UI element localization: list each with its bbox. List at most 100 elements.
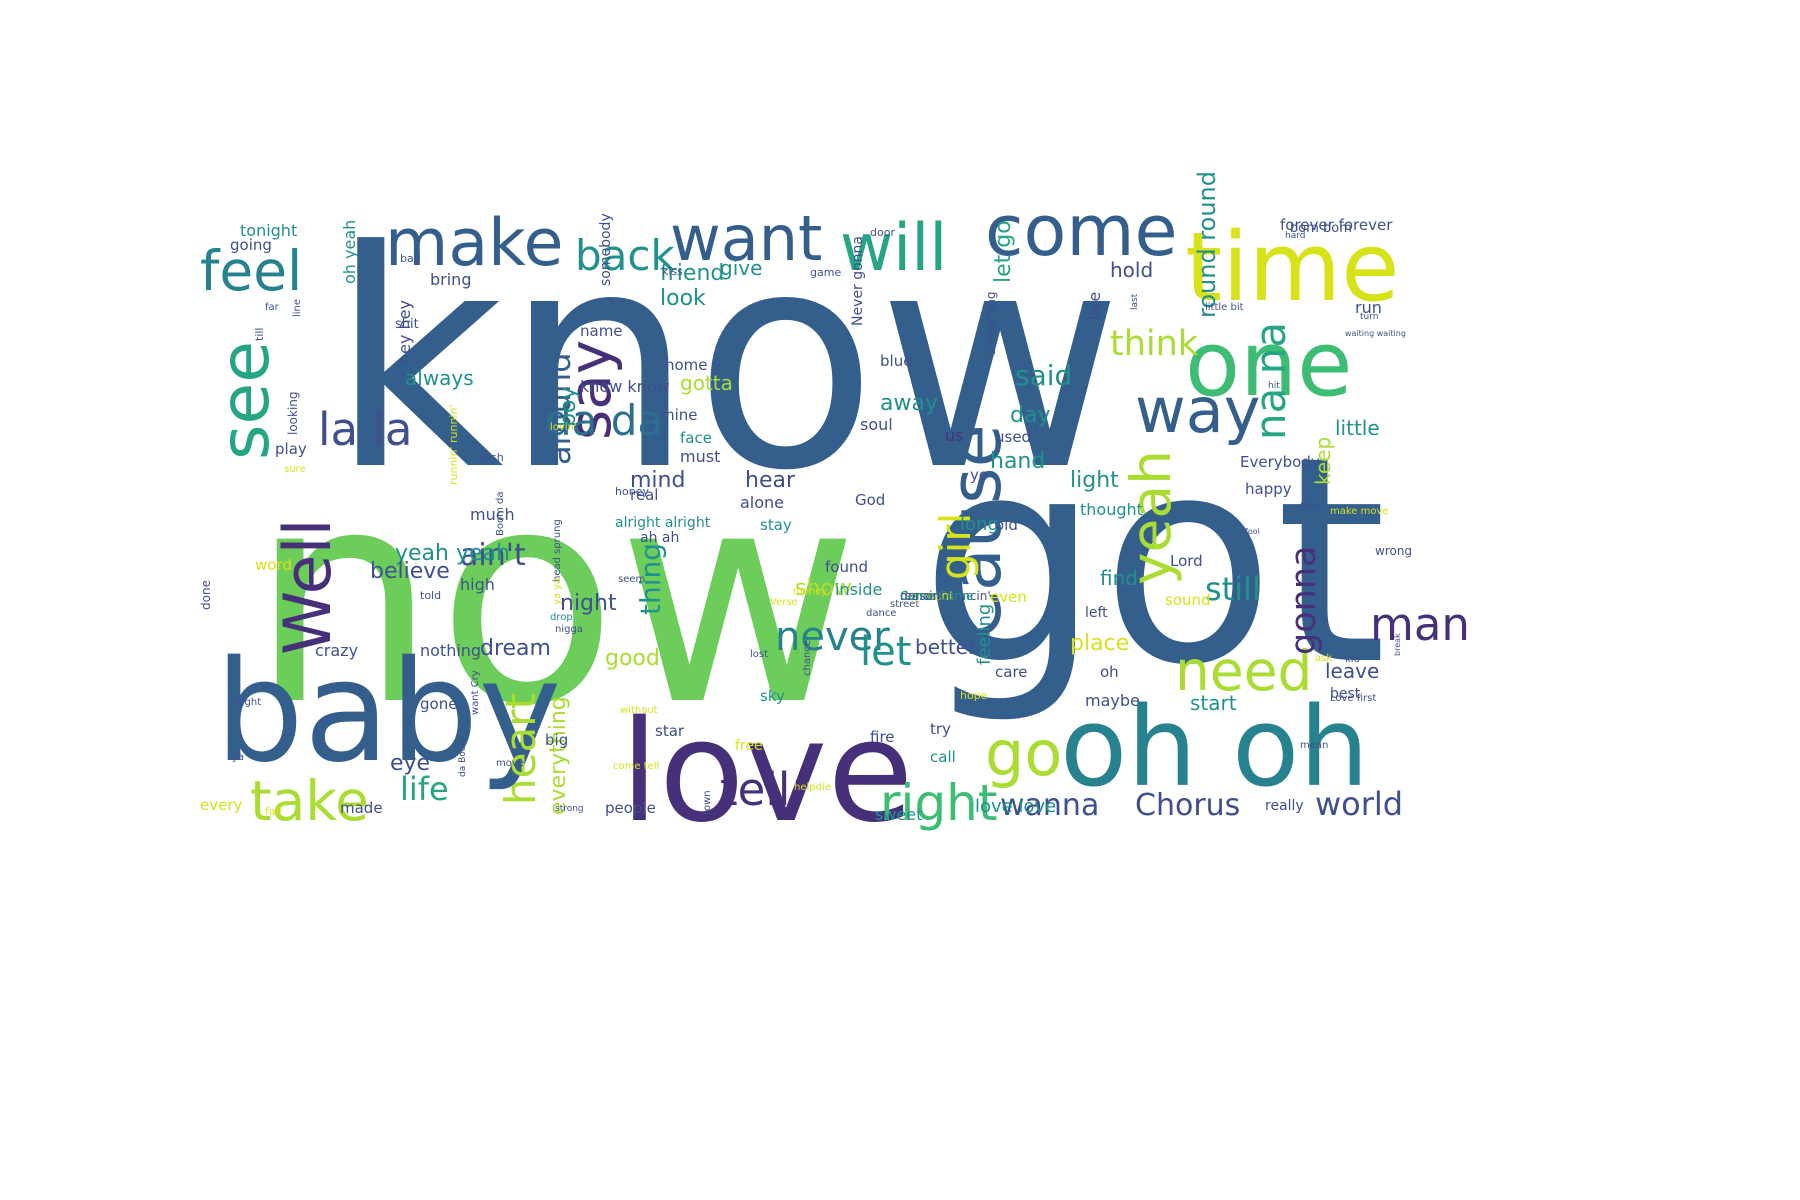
word-big: big — [545, 731, 568, 749]
word-nothing: nothing — [420, 641, 481, 660]
word-ya: ya — [232, 752, 244, 763]
word-dance: dance — [866, 608, 896, 619]
word-town: town — [702, 790, 713, 815]
word-round-round: round round — [1193, 171, 1221, 318]
word-sweet: sweet — [875, 805, 922, 824]
word-everybody: Everybody — [1240, 453, 1320, 471]
word-runnin-runnin: runnin' runnin' — [447, 405, 460, 485]
word-happy: happy — [1245, 480, 1292, 498]
word-eye: eye — [390, 751, 430, 776]
word-hey-hey: hey hey — [395, 300, 414, 364]
word-want-cry: want Cry — [470, 670, 481, 715]
word-away: away — [880, 391, 938, 416]
word-way: way — [1135, 374, 1260, 447]
word-oh: oh — [1100, 663, 1119, 681]
word-forever-forever: forever forever — [1280, 216, 1393, 234]
word-somebody: somebody — [598, 213, 614, 286]
word-something: something — [984, 291, 998, 355]
word-never: never — [775, 614, 890, 660]
word-god: God — [855, 491, 885, 509]
word-find: find — [1100, 566, 1138, 590]
word-still: still — [1205, 570, 1261, 608]
word-us: us — [945, 426, 963, 445]
word-alright-alright: alright alright — [615, 515, 711, 531]
word-wanna: wanna — [1000, 788, 1099, 823]
word-da-da: da da — [545, 396, 663, 445]
word-looking: looking — [286, 391, 300, 435]
word-free: free — [735, 738, 763, 754]
word-nigga: nigga — [555, 624, 583, 635]
word-yeah: yeah — [1119, 450, 1183, 585]
word-going: going — [230, 236, 272, 254]
word-tell: tell — [720, 763, 790, 816]
word-cry-want: Cry want — [900, 589, 954, 603]
word-want: want — [670, 202, 822, 275]
word-life: life — [400, 770, 449, 808]
word-make-move: make move — [1330, 506, 1389, 517]
word-kid: kid — [1345, 654, 1360, 665]
word-hit: hit — [1268, 381, 1280, 391]
word-crazy: crazy — [315, 641, 358, 660]
word-know: know — [330, 187, 1123, 536]
word-come-come: Come Come — [900, 589, 973, 603]
word-never-gonna: Never gonna — [850, 236, 866, 326]
word-street: street — [890, 599, 919, 610]
word-stay: stay — [760, 516, 792, 534]
word-ask: ask — [1315, 653, 1332, 664]
word-turn: turn — [1360, 312, 1378, 322]
word-see: see — [206, 341, 285, 460]
word-best: best — [1330, 686, 1361, 702]
word-long: long — [960, 514, 999, 535]
word-sure: sure — [284, 464, 306, 475]
word-hard: hard — [1285, 231, 1305, 241]
word-dream: dream — [480, 636, 551, 661]
word-know-know: know know — [580, 377, 670, 396]
word-made: made — [340, 799, 383, 817]
word-used: used — [995, 428, 1031, 446]
word-drop: drop — [550, 612, 573, 623]
word-must: must — [680, 447, 720, 466]
word-night: night — [560, 591, 617, 616]
word-sky: sky — [760, 687, 785, 705]
word-told: told — [420, 589, 441, 602]
word-maybe: maybe — [1085, 691, 1140, 710]
word-take: take — [250, 769, 369, 833]
word-thought: thought — [1080, 500, 1143, 519]
word-live: live — [1085, 292, 1104, 320]
word-care: care — [995, 663, 1028, 681]
word-boy: boy — [556, 387, 581, 427]
word-believe: believe — [370, 559, 450, 584]
word-run: run — [1355, 298, 1382, 317]
word-go: go — [985, 717, 1062, 790]
word-yo: yo — [970, 466, 988, 484]
word-strong: strong — [555, 804, 584, 814]
word-keep: keep — [1311, 437, 1335, 485]
word-old: old — [995, 516, 1018, 534]
word-one: one — [1185, 312, 1352, 417]
word-make: make — [385, 206, 563, 281]
word-little-bit: little bit — [1205, 302, 1244, 313]
word-love-first: Love first — [1330, 693, 1376, 704]
word-wish: wish — [479, 451, 504, 464]
word-now: now — [250, 426, 859, 770]
word-gonna: gonna — [1284, 546, 1324, 655]
word-alone: alone — [740, 493, 784, 512]
word-yeah-yeah: yeah yeah — [395, 541, 510, 566]
word-leave: leave — [1325, 659, 1379, 683]
word-bom-bom: bom bom — [1290, 221, 1352, 236]
word-la-la: la la — [318, 403, 412, 456]
word-helpdie: helpdie — [794, 782, 831, 793]
word-really: really — [1265, 798, 1304, 814]
word-feeling: feeling — [974, 604, 995, 665]
word-lost: lost — [750, 649, 768, 660]
word-oh-oh: oh oh — [1060, 683, 1369, 811]
word-try: try — [930, 720, 951, 738]
word-fire: fire — [870, 728, 895, 746]
word-ah-ah: ah ah — [640, 530, 679, 546]
word-line: line — [292, 299, 303, 317]
word-will: will — [840, 211, 947, 286]
word-much: much — [470, 505, 515, 524]
word-right: right — [880, 774, 997, 832]
